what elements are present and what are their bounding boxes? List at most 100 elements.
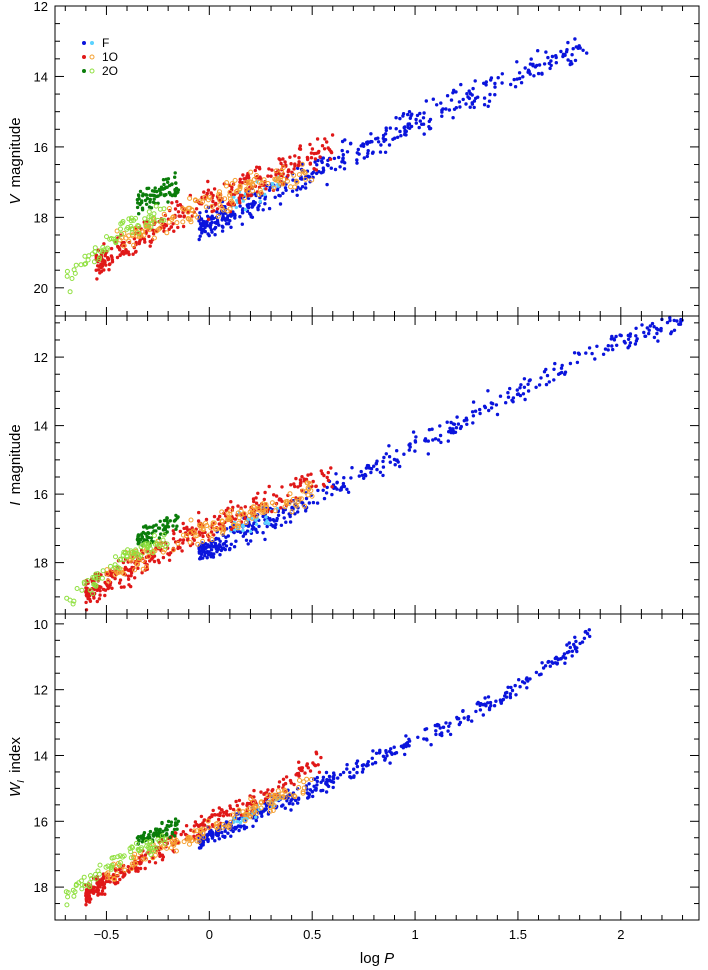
data-point-f: [254, 818, 258, 823]
data-point-2o: [168, 519, 172, 523]
data-point-2o: [69, 276, 75, 281]
data-point-1o: [206, 188, 211, 192]
data-point-f: [552, 367, 556, 371]
data-point-1o: [246, 194, 250, 198]
data-point-f: [478, 708, 483, 712]
data-point-2o: [81, 874, 87, 880]
data-point-1o: [264, 187, 268, 191]
data-point-1o: [279, 506, 283, 510]
data-point-1o: [209, 537, 215, 542]
data-point-2o: [146, 214, 152, 220]
data-point-2o: [131, 217, 137, 223]
data-point-1o: [160, 858, 165, 862]
data-point-2o: [158, 827, 162, 832]
data-point-f: [494, 699, 498, 703]
data-point-f: [570, 649, 575, 653]
data-point-1o: [255, 165, 259, 169]
data-point-f: [401, 112, 406, 116]
data-point-2o: [154, 194, 159, 199]
data-point-2o: [161, 217, 167, 223]
data-point-f: [325, 485, 329, 490]
data-point-f: [479, 702, 483, 706]
data-point-f: [313, 160, 317, 164]
data-point-1o: [91, 885, 96, 889]
data-point-2o: [72, 270, 78, 276]
data-point-f: [339, 488, 343, 492]
data-point-2o: [117, 860, 123, 865]
data-point-f: [563, 661, 567, 665]
data-point-f: [307, 795, 311, 799]
data-point-f: [398, 116, 402, 121]
data-point-1o: [212, 533, 216, 537]
data-point-f: [279, 523, 284, 527]
data-point-2o: [139, 845, 144, 851]
data-point-f: [371, 150, 375, 154]
data-point-f: [570, 53, 574, 57]
data-point-f: [539, 672, 543, 676]
data-point-1o: [213, 824, 219, 830]
data-point-f: [203, 551, 207, 555]
data-point-1o: [123, 565, 128, 570]
data-point-f: [366, 149, 370, 153]
data-point-f: [200, 546, 205, 551]
data-point-1o: [242, 177, 246, 181]
data-point-1o: [280, 181, 286, 187]
data-point-f: [264, 807, 268, 811]
data-point-f: [648, 324, 652, 328]
data-point-f: [486, 389, 490, 393]
data-point-f: [568, 645, 572, 650]
data-point-2o: [97, 248, 103, 254]
data-point-1o: [277, 497, 282, 501]
data-point-f: [341, 153, 345, 157]
data-point-1o: [182, 526, 186, 531]
data-point-1o: [180, 532, 186, 538]
data-point-f: [345, 763, 349, 767]
data-point-2o: [127, 846, 133, 851]
data-point-f: [315, 775, 319, 780]
data-point-f: [350, 466, 354, 470]
data-point-1o: [284, 775, 289, 779]
data-point-f: [679, 319, 683, 324]
y-tick-label: 12: [34, 683, 48, 698]
data-point-f: [655, 331, 659, 336]
data-point-1o: [295, 499, 301, 504]
data-point-1o: [272, 508, 278, 514]
data-point-f: [324, 770, 329, 775]
data-point-1o: [121, 243, 127, 249]
data-point-1o: [274, 176, 280, 182]
data-point-1o: [170, 201, 174, 205]
data-point-1o: [119, 569, 125, 575]
data-point-1o: [297, 760, 301, 764]
data-point-2o: [128, 849, 134, 855]
data-point-1o: [226, 516, 232, 521]
data-point-f: [374, 461, 378, 466]
data-point-1o: [303, 771, 307, 775]
data-point-1o: [158, 845, 164, 851]
data-point-1o: [95, 277, 99, 281]
data-point-f: [521, 75, 525, 79]
data-point-2o: [140, 840, 144, 844]
data-point-1o: [216, 517, 220, 521]
data-point-1o: [136, 869, 140, 873]
data-point-1o: [267, 167, 271, 171]
data-point-f: [466, 95, 470, 99]
data-point-2o: [138, 189, 143, 194]
data-point-f: [508, 695, 513, 700]
data-point-f: [535, 63, 539, 68]
data-point-f: [462, 716, 466, 720]
data-point-f: [483, 702, 487, 706]
data-point-1o: [197, 510, 201, 515]
data-point-1o: [262, 497, 266, 502]
data-point-1o: [126, 238, 132, 244]
data-point-2o: [92, 582, 98, 588]
data-point-f: [359, 469, 363, 474]
data-point-1o: [310, 147, 315, 151]
data-point-1o: [117, 237, 123, 243]
data-point-f: [506, 391, 510, 395]
data-point-1o: [307, 481, 313, 487]
data-point-f: [669, 331, 673, 336]
data-point-f: [403, 132, 407, 137]
data-point-1o: [289, 162, 293, 166]
data-point-1o: [206, 179, 210, 184]
data-point-2o: [160, 537, 166, 543]
